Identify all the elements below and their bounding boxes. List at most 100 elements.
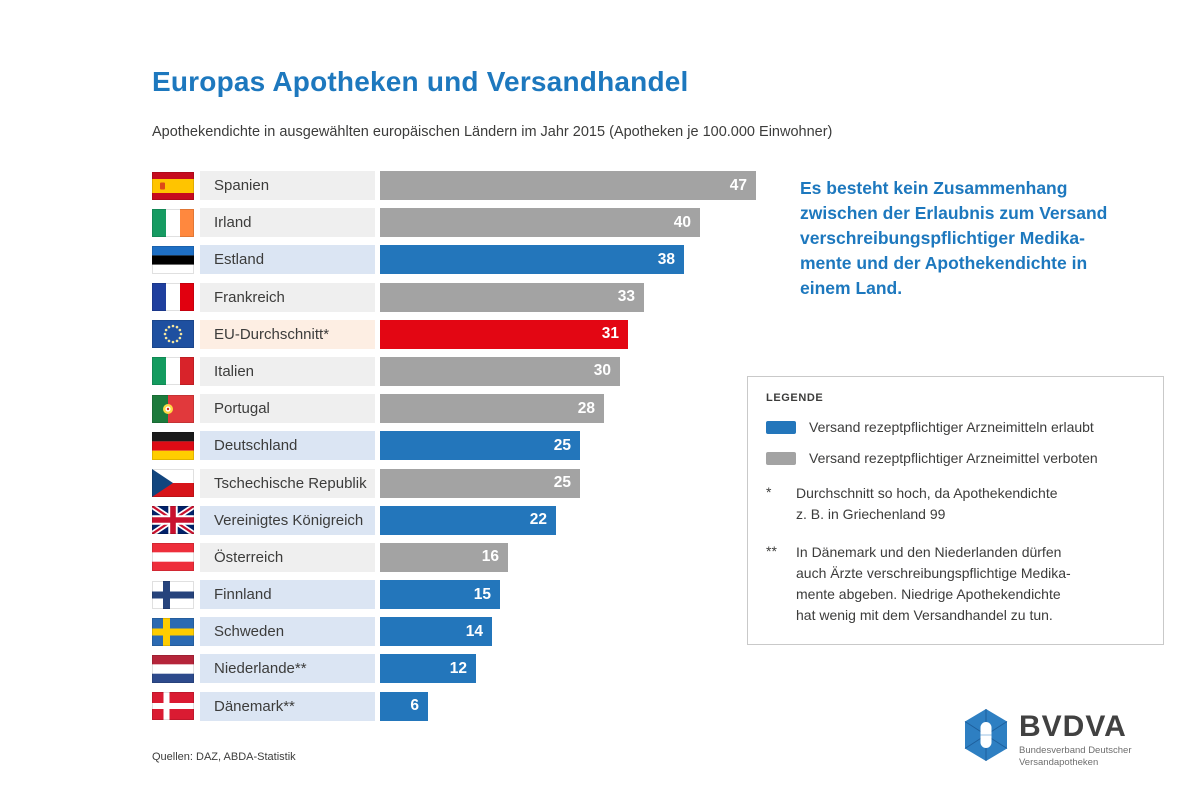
- country-label: Frankreich: [200, 282, 375, 312]
- country-label: Deutschland: [200, 431, 375, 461]
- country-label: Tschechische Republik: [200, 468, 375, 498]
- bar-value-label: 14: [465, 622, 483, 640]
- legend-note-marker: *: [766, 484, 772, 500]
- table-row: Italien 30: [152, 356, 756, 386]
- value-bar: 6: [380, 691, 428, 721]
- table-row: Niederlande** 12: [152, 654, 756, 684]
- table-row: Vereinigtes Königreich 22: [152, 505, 756, 535]
- country-label: Niederlande**: [200, 654, 375, 684]
- country-label: Spanien: [200, 171, 375, 200]
- bar-value-label: 40: [673, 213, 691, 231]
- logo-name: BVDVA: [1019, 710, 1127, 743]
- country-label: EU-Durchschnitt*: [200, 319, 375, 349]
- legend-note-marker: **: [766, 543, 777, 559]
- country-label: Finnland: [200, 580, 375, 610]
- page-title: Europas Apotheken und Versandhandel: [152, 66, 689, 97]
- table-row: Finnland 15: [152, 580, 756, 610]
- country-label: Dänemark**: [200, 691, 375, 721]
- legend-items: Versand rezeptpflichtiger Arzneimitteln …: [766, 419, 1145, 466]
- flag-ie-icon: [152, 208, 194, 237]
- legend-title: LEGENDE: [766, 392, 824, 404]
- value-bar: 33: [380, 282, 644, 312]
- value-bar: 16: [380, 542, 508, 572]
- bar-value-label: 30: [593, 362, 611, 380]
- bar-value-label: 16: [481, 548, 499, 566]
- legend-notes: * Durchschnitt so hoch, da Apothekendicht…: [766, 483, 1145, 626]
- value-bar: 25: [380, 468, 580, 498]
- value-bar: 25: [380, 431, 580, 461]
- flag-dk-icon: [152, 692, 194, 721]
- country-label: Portugal: [200, 394, 375, 424]
- legend-note: ** In Dänemark und den Niederlanden dürfe…: [766, 542, 1145, 626]
- table-row: Deutschland 25: [152, 431, 756, 461]
- flag-de-icon: [152, 431, 194, 460]
- value-bar: 30: [380, 356, 620, 386]
- bar-value-label: 12: [449, 659, 467, 677]
- flag-es-icon: [152, 171, 194, 200]
- legend-item-label: Versand rezeptpflichtiger Arzneimittel v…: [809, 450, 1098, 466]
- table-row: Frankreich 33: [152, 282, 756, 312]
- value-bar: 47: [380, 171, 756, 200]
- bar-value-label: 25: [553, 436, 571, 454]
- flag-cz-icon: [152, 469, 194, 497]
- logo-subtitle: Bundesverband Deutscher Versandapotheken: [1019, 745, 1132, 768]
- flag-fi-icon: [152, 580, 194, 609]
- value-bar: 22: [380, 505, 556, 535]
- table-row: Schweden 14: [152, 617, 756, 647]
- bar-value-label: 47: [729, 176, 747, 194]
- legend-note-text: In Dänemark und den Niederlanden dürfen …: [796, 544, 1071, 623]
- legend-note: * Durchschnitt so hoch, da Apothekendicht…: [766, 483, 1145, 525]
- bar-value-label: 25: [553, 474, 571, 491]
- table-row: Portugal 28: [152, 394, 756, 424]
- country-label: Irland: [200, 208, 375, 238]
- chart-subtitle: Apothekendichte in ausgewählten europäis…: [152, 124, 833, 140]
- table-row: Tschechische Republik 25: [152, 468, 756, 498]
- country-label: Vereinigtes Königreich: [200, 505, 375, 535]
- bar-value-label: 31: [601, 325, 619, 343]
- legend-item-label: Versand rezeptpflichtiger Arzneimitteln …: [809, 419, 1094, 435]
- flag-it-icon: [152, 357, 194, 386]
- callout-text: Es besteht kein Zusammenhang zwischen de…: [800, 178, 1108, 298]
- country-label: Estland: [200, 245, 375, 275]
- legend-box: LEGENDE Versand rezeptpflichtiger Arznei…: [747, 376, 1164, 645]
- hexagon-capsule-icon: [962, 708, 1010, 762]
- bar-value-label: 33: [617, 288, 635, 306]
- value-bar: 28: [380, 394, 604, 424]
- value-bar: 15: [380, 580, 500, 610]
- country-label: Italien: [200, 356, 375, 386]
- bar-value-label: 22: [529, 511, 547, 529]
- bar-value-label: 38: [657, 250, 675, 268]
- table-row: Estland 38: [152, 245, 756, 275]
- bar-value-label: 6: [410, 697, 419, 715]
- table-row: Österreich 16: [152, 542, 756, 572]
- legend-item: Versand rezeptpflichtiger Arzneimitteln …: [766, 419, 1145, 435]
- flag-eu-icon: [152, 320, 194, 349]
- legend-swatch-icon: [766, 451, 796, 465]
- legend-note-text: Durchschnitt so hoch, da Apothekendichte…: [796, 485, 1058, 522]
- bar-value-label: 15: [473, 585, 491, 603]
- legend-swatch-icon: [766, 420, 796, 434]
- chart-rows: Spanien 47 Irland 40 Estland 38 Frankreich 33 EU…: [152, 171, 756, 721]
- flag-at-icon: [152, 543, 194, 572]
- value-bar: 38: [380, 245, 684, 275]
- country-label: Österreich: [200, 542, 375, 572]
- value-bar: 31: [380, 319, 628, 349]
- table-row: Irland 40: [152, 208, 756, 238]
- flag-nl-icon: [152, 654, 194, 683]
- table-row: Spanien 47: [152, 171, 756, 200]
- legend-item: Versand rezeptpflichtiger Arzneimittel v…: [766, 450, 1145, 466]
- value-bar: 14: [380, 617, 492, 647]
- value-bar: 40: [380, 208, 700, 238]
- source-note: Quellen: DAZ, ABDA-Statistik: [152, 751, 296, 763]
- flag-se-icon: [152, 617, 194, 646]
- country-label: Schweden: [200, 617, 375, 647]
- value-bar: 12: [380, 654, 476, 684]
- bar-value-label: 28: [577, 399, 595, 417]
- flag-ee-icon: [152, 245, 194, 274]
- flag-pt-icon: [152, 394, 194, 423]
- flag-gb-icon: [152, 506, 194, 535]
- bvdva-logo: BVDVA Bundesverband Deutscher Versandapo…: [962, 708, 1132, 769]
- table-row: EU-Durchschnitt* 31: [152, 319, 756, 349]
- table-row: Dänemark** 6: [152, 691, 756, 721]
